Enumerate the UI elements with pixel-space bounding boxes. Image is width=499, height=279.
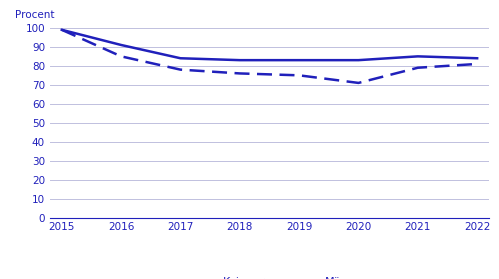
Kvinnor	[355, 59, 361, 62]
Kvinnor	[415, 55, 421, 58]
Kvinnor	[59, 28, 65, 32]
Män	[415, 66, 421, 69]
Män	[296, 74, 302, 77]
Kvinnor	[474, 57, 480, 60]
Män	[237, 72, 243, 75]
Män	[59, 28, 65, 32]
Kvinnor	[178, 57, 184, 60]
Kvinnor	[118, 43, 124, 47]
Text: Procent: Procent	[15, 10, 54, 20]
Kvinnor	[296, 59, 302, 62]
Line: Kvinnor: Kvinnor	[62, 30, 477, 60]
Kvinnor	[237, 59, 243, 62]
Män	[355, 81, 361, 85]
Legend: Kvinnor, Män: Kvinnor, Män	[186, 273, 353, 279]
Män	[118, 55, 124, 58]
Män	[474, 62, 480, 66]
Män	[178, 68, 184, 71]
Line: Män: Män	[62, 30, 477, 83]
